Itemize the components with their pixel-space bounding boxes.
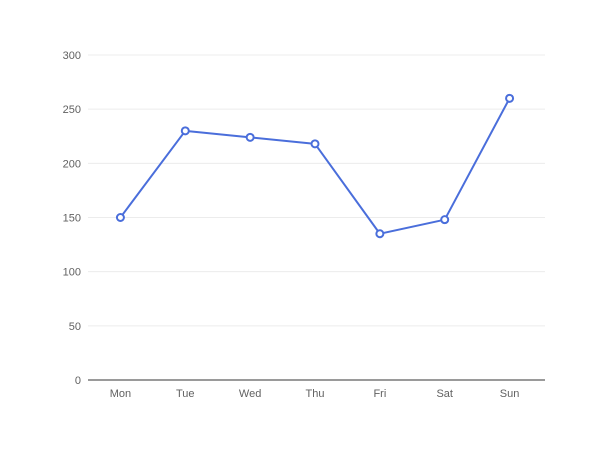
data-point bbox=[440, 215, 450, 225]
y-tick-label: 0 bbox=[75, 375, 81, 387]
data-point bbox=[115, 213, 125, 222]
series-layer bbox=[115, 93, 515, 239]
x-tick-label: Mon bbox=[110, 388, 131, 400]
x-tick-label: Thu bbox=[306, 388, 325, 400]
data-point bbox=[505, 93, 515, 103]
x-tick-label: Wed bbox=[239, 388, 261, 400]
y-tick-label: 150 bbox=[63, 213, 81, 225]
x-tick-label: Sun bbox=[500, 388, 520, 400]
y-tick-label: 250 bbox=[63, 104, 81, 116]
x-tick-label: Sat bbox=[436, 388, 453, 400]
data-point bbox=[180, 126, 190, 136]
axis-label-layer: 0 50 100 150 200 250 300 Mon Tue Wed Thu Fri Sat Sun bbox=[63, 50, 520, 400]
x-tick-label: Tue bbox=[176, 388, 195, 400]
data-point bbox=[375, 229, 385, 239]
data-line bbox=[119, 97, 511, 235]
y-tick-label: 100 bbox=[63, 267, 81, 279]
data-point bbox=[310, 139, 320, 149]
grid-layer bbox=[88, 54, 545, 381]
y-tick-label: 50 bbox=[69, 321, 81, 333]
data-point bbox=[245, 132, 255, 142]
x-tick-label: Fri bbox=[373, 388, 386, 400]
y-tick-label: 300 bbox=[63, 50, 81, 62]
y-tick-label: 200 bbox=[63, 158, 81, 170]
